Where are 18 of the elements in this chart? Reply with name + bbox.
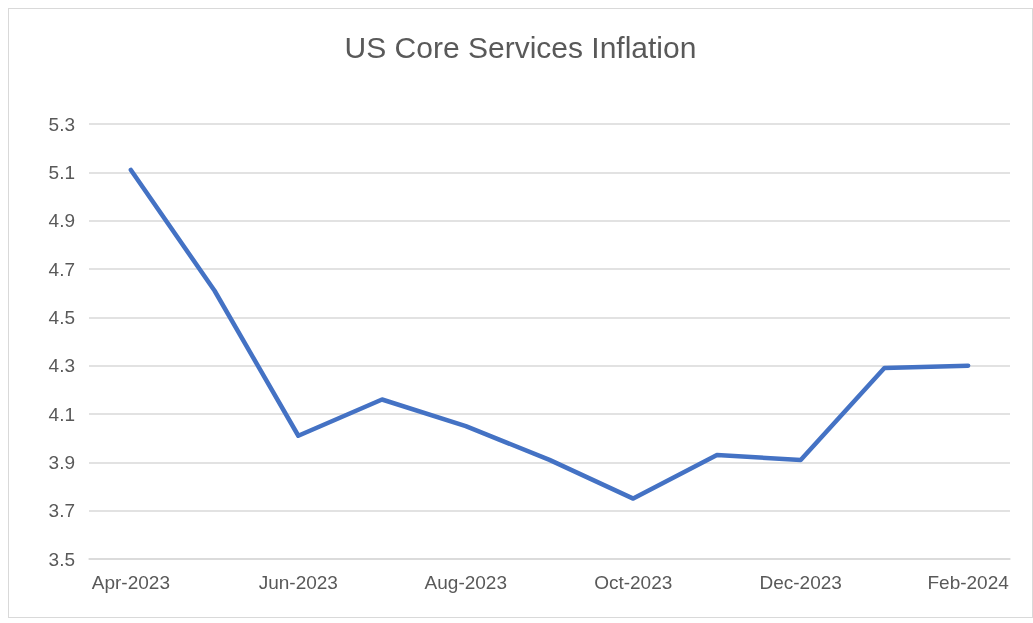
y-tick-label: 5.3 xyxy=(48,113,75,135)
x-tick-label: Jun-2023 xyxy=(258,572,338,593)
x-tick-label: Oct-2023 xyxy=(594,572,673,593)
chart-title: US Core Services Inflation xyxy=(344,30,697,64)
y-tick-label: 4.1 xyxy=(48,403,75,425)
y-tick-label: 3.9 xyxy=(48,451,75,473)
x-tick-label: Dec-2023 xyxy=(759,572,842,593)
y-tick-label: 4.5 xyxy=(48,306,75,328)
y-tick-label: 4.7 xyxy=(48,258,75,280)
y-tick-label: 5.1 xyxy=(48,161,75,183)
x-tick-label: Feb-2024 xyxy=(927,572,1010,593)
y-tick-label: 3.7 xyxy=(48,500,75,522)
x-tick-label: Aug-2023 xyxy=(424,572,507,593)
y-tick-label: 3.5 xyxy=(48,548,75,570)
line-series xyxy=(128,167,971,501)
x-tick-label: Apr-2023 xyxy=(91,572,170,593)
y-tick-label: 4.9 xyxy=(48,210,75,232)
y-tick-label: 4.3 xyxy=(48,355,75,377)
